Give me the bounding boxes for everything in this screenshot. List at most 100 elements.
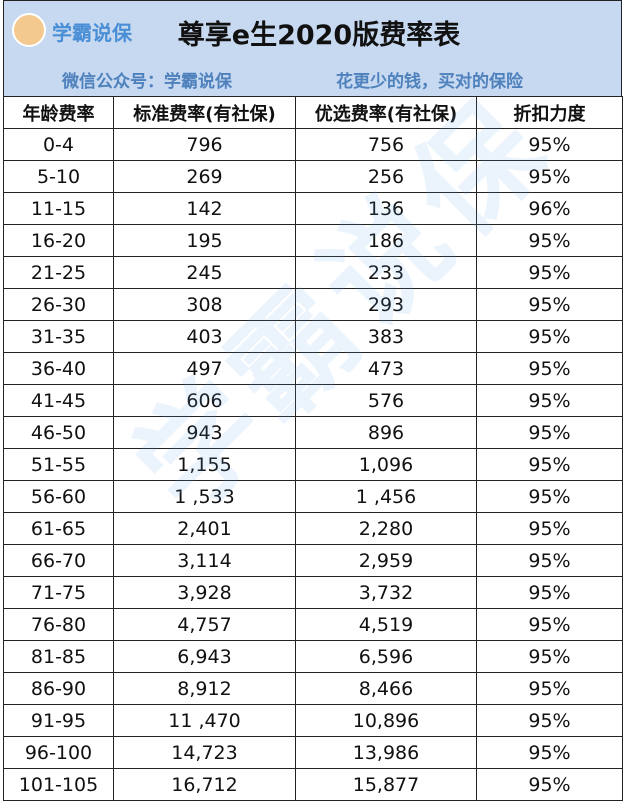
table-row: 5-10 269 256 95% (3, 160, 623, 193)
table-row: 96-100 14,723 13,986 95% (3, 736, 623, 769)
table-cell: 95% (476, 224, 623, 257)
table-cell: 66-70 (3, 544, 114, 577)
table-cell: 136 (295, 192, 477, 225)
table-cell: 5-10 (3, 160, 114, 193)
column-header: 标准费率(有社保) (113, 96, 296, 129)
logo-icon (12, 13, 46, 47)
table-cell: 2,401 (113, 512, 296, 545)
table-cell: 41-45 (3, 384, 114, 417)
table-cell: 6,596 (295, 640, 477, 673)
table-cell: 606 (113, 384, 296, 417)
table-row: 81-85 6,943 6,596 95% (3, 640, 623, 673)
subtitle: 花更少的钱，买对的保险 (336, 72, 523, 92)
subtitle: 微信公众号：学霸说保 (62, 72, 232, 92)
table-cell: 71-75 (3, 576, 114, 609)
table-cell: 95% (476, 736, 623, 769)
table-row: 16-20 195 186 95% (3, 224, 623, 257)
table-cell: 4,757 (113, 608, 296, 641)
table-cell: 95% (476, 704, 623, 737)
table-row: 0-4 796 756 95% (3, 128, 623, 161)
table-cell: 56-60 (3, 480, 114, 513)
table-cell: 95% (476, 384, 623, 417)
table-cell: 2,280 (295, 512, 477, 545)
table-cell: 896 (295, 416, 477, 449)
table-cell: 95% (476, 768, 623, 801)
table-cell: 8,912 (113, 672, 296, 705)
table-cell: 293 (295, 288, 477, 321)
table-cell: 4,519 (295, 608, 477, 641)
table-cell: 95% (476, 288, 623, 321)
table-cell: 16-20 (3, 224, 114, 257)
table-row: 11-15 142 136 96% (3, 192, 623, 225)
table-cell: 95% (476, 608, 623, 641)
table-cell: 95% (476, 352, 623, 385)
table-row: 31-35 403 383 95% (3, 320, 623, 353)
table-cell: 86-90 (3, 672, 114, 705)
table-cell: 81-85 (3, 640, 114, 673)
table-cell: 95% (476, 256, 623, 289)
table-cell: 13,986 (295, 736, 477, 769)
table-cell: 245 (113, 256, 296, 289)
table-cell: 186 (295, 224, 477, 257)
table-cell: 10,896 (295, 704, 477, 737)
table-cell: 1 ,533 (113, 480, 296, 513)
table-cell: 3,114 (113, 544, 296, 577)
table-cell: 95% (476, 672, 623, 705)
table-row: 21-25 245 233 95% (3, 256, 623, 289)
header-row: 年龄费率 标准费率(有社保) 优选费率(有社保) 折扣力度 (3, 96, 623, 129)
table-cell: 96% (476, 192, 623, 225)
table-cell: 233 (295, 256, 477, 289)
table-row: 66-70 3,114 2,959 95% (3, 544, 623, 577)
table-cell: 1 ,456 (295, 480, 477, 513)
table-row: 41-45 606 576 95% (3, 384, 623, 417)
table-cell: 96-100 (3, 736, 114, 769)
table-cell: 76-80 (3, 608, 114, 641)
table-cell: 95% (476, 448, 623, 481)
column-header: 年龄费率 (3, 96, 114, 129)
table-row: 56-60 1 ,533 1 ,456 95% (3, 480, 623, 513)
table-cell: 308 (113, 288, 296, 321)
table-cell: 3,732 (295, 576, 477, 609)
table-cell: 95% (476, 512, 623, 545)
table-cell: 95% (476, 640, 623, 673)
table-cell: 46-50 (3, 416, 114, 449)
table-row: 101-105 16,712 15,877 95% (3, 768, 623, 801)
rate-table: 年龄费率 标准费率(有社保) 优选费率(有社保) 折扣力度 0-4 796 756 95% 5-… (3, 96, 623, 801)
logo-text: 学霸说保 (52, 21, 132, 45)
table-row: 36-40 497 473 95% (3, 352, 623, 385)
table-cell: 95% (476, 320, 623, 353)
table-row: 71-75 3,928 3,732 95% (3, 576, 623, 609)
table-cell: 1,155 (113, 448, 296, 481)
header: 学霸说保 尊享e生2020版费率表 微信公众号：学霸说保 花更少的钱，买对的保险 (3, 0, 622, 96)
table-row: 51-55 1,155 1,096 95% (3, 448, 623, 481)
column-header: 优选费率(有社保) (295, 96, 477, 129)
table-cell: 383 (295, 320, 477, 353)
table-row: 61-65 2,401 2,280 95% (3, 512, 623, 545)
table-cell: 576 (295, 384, 477, 417)
table-cell: 3,928 (113, 576, 296, 609)
table-cell: 16,712 (113, 768, 296, 801)
table-cell: 21-25 (3, 256, 114, 289)
table-cell: 36-40 (3, 352, 114, 385)
table-cell: 51-55 (3, 448, 114, 481)
table-cell: 2,959 (295, 544, 477, 577)
table-cell: 497 (113, 352, 296, 385)
table-row: 91-95 11 ,470 10,896 95% (3, 704, 623, 737)
table-cell: 256 (295, 160, 477, 193)
table-cell: 26-30 (3, 288, 114, 321)
title: 尊享e生2020版费率表 (177, 20, 461, 51)
table-cell: 31-35 (3, 320, 114, 353)
table-cell: 14,723 (113, 736, 296, 769)
table-row: 76-80 4,757 4,519 95% (3, 608, 623, 641)
table-cell: 15,877 (295, 768, 477, 801)
table-cell: 95% (476, 160, 623, 193)
table-cell: 1,096 (295, 448, 477, 481)
table-cell: 142 (113, 192, 296, 225)
table-cell: 61-65 (3, 512, 114, 545)
table-cell: 756 (295, 128, 477, 161)
table-cell: 796 (113, 128, 296, 161)
table-cell: 11 ,470 (113, 704, 296, 737)
column-header: 折扣力度 (476, 96, 623, 129)
table-cell: 11-15 (3, 192, 114, 225)
